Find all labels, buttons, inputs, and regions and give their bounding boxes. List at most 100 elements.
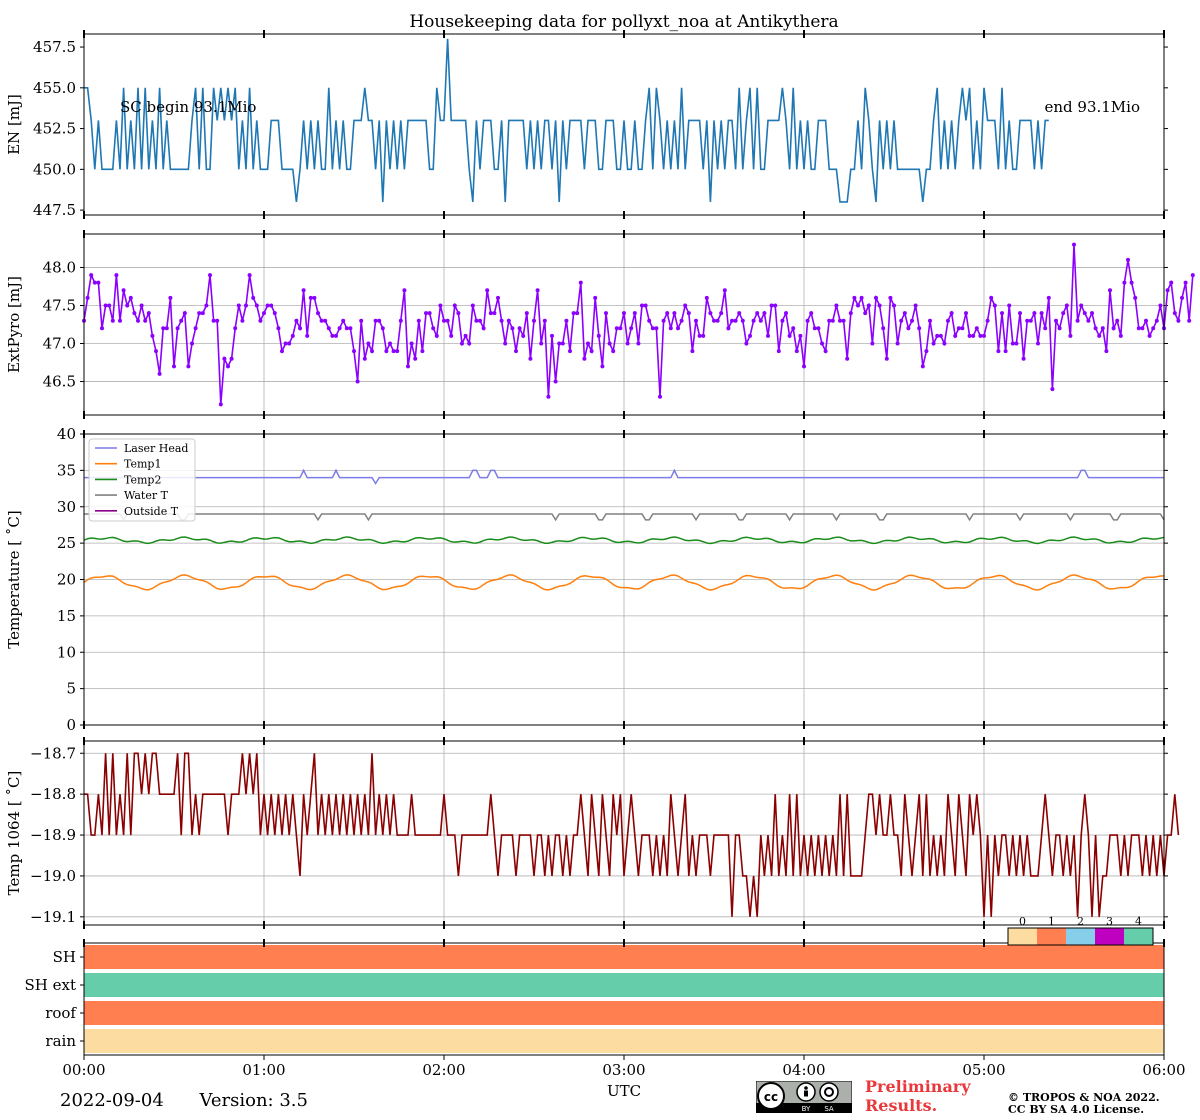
extpyro-data-point	[182, 311, 187, 316]
legend-box	[88, 438, 196, 522]
extpyro-data-point	[150, 333, 155, 338]
extpyro-data-point	[568, 349, 572, 354]
extpyro-data-point	[283, 341, 288, 346]
extpyro-data-point	[1133, 295, 1138, 300]
flag-row-label-3: rain	[45, 1032, 76, 1050]
extpyro-data-point	[118, 318, 122, 323]
ytick-label: 46.5	[43, 373, 76, 391]
extpyro-data-point	[856, 303, 860, 308]
flag-row-1	[84, 973, 1164, 997]
extpyro-data-point	[542, 318, 547, 323]
extpyro-data-point	[766, 333, 770, 338]
extpyro-data-point	[1090, 311, 1094, 316]
extpyro-data-point	[402, 288, 407, 293]
extpyro-data-point	[431, 326, 436, 331]
extpyro-data-point	[884, 356, 889, 361]
extpyro-data-point	[985, 318, 990, 323]
extpyro-data-point	[967, 333, 972, 338]
extpyro-data-point	[211, 318, 216, 323]
extpyro-data-point	[416, 318, 421, 323]
flag-row-2	[84, 1001, 1164, 1025]
extpyro-data-point	[802, 364, 806, 369]
extpyro-data-point	[233, 326, 238, 331]
extpyro-data-point	[827, 318, 832, 323]
extpyro-data-point	[1000, 311, 1004, 316]
extpyro-data-point	[449, 333, 454, 338]
extpyro-data-point	[427, 311, 432, 316]
extpyro-data-point	[924, 349, 929, 354]
extpyro-data-point	[528, 356, 533, 361]
extpyro-data-point	[812, 326, 817, 331]
extpyro-data-point	[1054, 318, 1058, 323]
extpyro-data-point	[607, 341, 612, 346]
extpyro-data-point	[1082, 311, 1087, 316]
extpyro-data-point	[647, 318, 652, 323]
extpyro-data-point	[254, 303, 259, 308]
ytick-label: 15	[57, 607, 76, 625]
extpyro-data-point	[1169, 280, 1174, 285]
y-axis-label: Temp 1064 [ ˚C]	[5, 771, 23, 896]
extpyro-data-point	[679, 318, 684, 323]
en-series-line	[84, 38, 1049, 203]
extpyro-data-point	[298, 326, 302, 331]
axes-frame	[83, 33, 1165, 216]
colorbar-frame	[1007, 927, 1154, 946]
extpyro-data-point	[726, 326, 731, 331]
extpyro-data-point	[316, 311, 320, 316]
cc-by-label: BY	[802, 1105, 811, 1113]
extpyro-data-point	[1007, 303, 1012, 308]
extpyro-data-point	[730, 318, 734, 323]
extpyro-data-point	[186, 364, 191, 369]
extpyro-data-point	[370, 349, 374, 354]
colorbar-tick-1: 1	[1048, 915, 1055, 928]
extpyro-data-point	[1118, 333, 1123, 338]
extpyro-data-point	[845, 356, 850, 361]
extpyro-data-point	[1104, 349, 1109, 354]
extpyro-data-point	[499, 318, 504, 323]
extpyro-data-point	[503, 341, 508, 346]
extpyro-data-point	[373, 318, 378, 323]
ytick-label: 20	[57, 571, 76, 589]
extpyro-data-point	[1043, 326, 1048, 331]
extpyro-data-point	[247, 273, 252, 278]
ytick-label: 48.0	[43, 258, 76, 276]
colorbar-cell-0	[1008, 928, 1037, 945]
flag-row-label-1: SH ext	[25, 976, 77, 994]
extpyro-data-point	[1187, 318, 1192, 323]
extpyro-data-point	[784, 311, 788, 316]
axes-frame	[83, 740, 1165, 926]
extpyro-data-point	[1122, 280, 1127, 285]
xtick-label: 00:00	[62, 1061, 105, 1079]
temp1064-axes: −19.1 −19.0 −18.9 −18.8 −18.7 Temp 1064 [ ˚C]	[5, 737, 1180, 929]
extpyro-data-point	[276, 326, 281, 331]
footer-info: 2022-09-04 Version: 3.5	[60, 1090, 338, 1111]
en-axes: 447.5 450.0 452.5 455.0 457.5 EN [mJ] SC begin…	[5, 30, 1168, 219]
ytick-label: −19.0	[30, 867, 76, 885]
extpyro-data-point	[953, 333, 958, 338]
extpyro-data-point	[319, 318, 324, 323]
extpyro-data-point	[175, 326, 180, 331]
extpyro-data-point	[240, 318, 245, 323]
extpyro-data-point	[301, 288, 306, 293]
colorbar-tick-4: 4	[1135, 915, 1142, 928]
extpyro-data-point	[920, 364, 925, 369]
extpyro-data-point	[658, 394, 662, 399]
temperature-series-0	[84, 468, 1164, 485]
extpyro-data-point	[776, 349, 781, 354]
extpyro-data-point	[744, 341, 749, 346]
extpyro-data-point	[157, 371, 162, 376]
figure-title: Housekeeping data for pollyxt_noa at Ant…	[409, 12, 838, 32]
xtick-label: 03:00	[602, 1061, 645, 1079]
extpyro-data-point	[686, 311, 691, 316]
flags-colorbar: 0 1 2 3 4	[1007, 915, 1154, 946]
colorbar-cell-2	[1066, 928, 1095, 945]
extpyro-data-point	[326, 326, 331, 331]
extpyro-data-point	[719, 311, 724, 316]
copyright-line-1: © TROPOS & NOA 2022.	[1008, 1091, 1160, 1104]
extpyro-data-point	[791, 326, 796, 331]
extpyro-data-point	[265, 303, 270, 308]
extpyro-data-point	[355, 379, 360, 384]
extpyro-data-point	[146, 311, 151, 316]
